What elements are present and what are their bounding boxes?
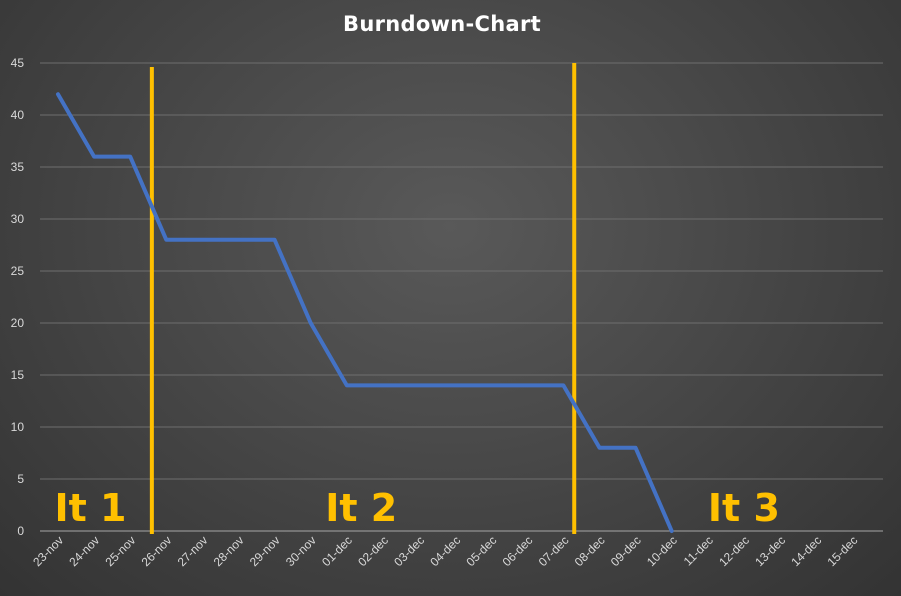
- x-tick-label: 26-nov: [139, 533, 175, 569]
- x-tick-label: 08-dec: [572, 533, 608, 569]
- iteration-label: It 3: [708, 486, 780, 530]
- iteration-markers: [149, 63, 577, 534]
- y-tick-label: 10: [11, 420, 25, 434]
- x-tick-label: 12-dec: [716, 533, 752, 569]
- x-tick-label: 23-nov: [30, 533, 66, 569]
- gridlines: [40, 62, 883, 480]
- x-tick-label: 29-nov: [247, 533, 283, 569]
- x-tick-label: 25-nov: [102, 533, 138, 569]
- x-tick-label: 03-dec: [391, 533, 427, 569]
- series-line-remaining-work: [56, 92, 674, 533]
- iteration-label: It 1: [54, 486, 126, 530]
- y-tick-label: 40: [11, 108, 25, 122]
- x-tick-label: 11-dec: [681, 533, 716, 568]
- x-tick-label: 30-nov: [283, 533, 319, 569]
- x-tick-label: 24-nov: [66, 533, 102, 569]
- y-tick-label: 35: [11, 160, 25, 174]
- x-tick-label: 09-dec: [608, 533, 644, 569]
- iteration-label: It 2: [325, 486, 397, 530]
- x-tick-label: 01-dec: [319, 533, 355, 569]
- y-tick-label: 5: [17, 472, 24, 486]
- x-tick-label: 14-dec: [788, 533, 824, 569]
- x-tick-label: 13-dec: [752, 533, 788, 569]
- iteration-labels: It 1 It 2 It 3: [54, 486, 779, 530]
- y-tick-label: 0: [17, 524, 24, 538]
- y-tick-label: 30: [11, 212, 25, 226]
- x-tick-label: 27-nov: [175, 533, 211, 569]
- y-tick-label: 20: [11, 316, 25, 330]
- x-tick-label: 04-dec: [427, 533, 463, 569]
- x-tick-label: 28-nov: [211, 533, 247, 569]
- x-tick-label: 02-dec: [355, 533, 391, 569]
- x-tick-label: 05-dec: [463, 533, 499, 569]
- x-tick-label: 10-dec: [644, 533, 680, 569]
- y-tick-label: 45: [11, 56, 25, 70]
- y-tick-label: 15: [11, 368, 25, 382]
- series-lines: [56, 92, 674, 533]
- chart-title: Burndown-Chart: [343, 12, 541, 36]
- y-tick-label: 25: [11, 264, 25, 278]
- x-tick-label: 06-dec: [500, 533, 536, 569]
- x-tick-label: 15-dec: [824, 533, 860, 569]
- x-tick-label: 07-dec: [536, 533, 572, 569]
